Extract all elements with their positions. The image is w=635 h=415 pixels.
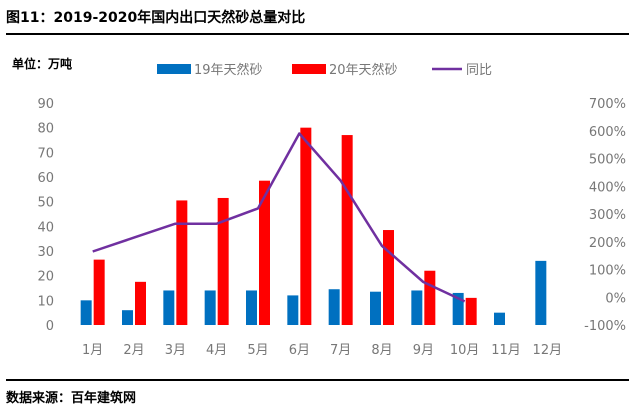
x-axis-tick-label: 1月 [82,343,103,358]
x-axis-tick-label: 11月 [491,343,521,358]
x-axis-tick-label: 12月 [533,343,563,358]
x-axis-tick-label: 4月 [206,343,227,358]
unit-label: 单位：万吨 [12,57,73,71]
x-axis-tick-label: 8月 [371,343,392,358]
legend-swatch-2019 [157,64,191,74]
x-axis-tick-label: 2月 [123,343,144,358]
bar-2019 [287,295,299,325]
left-axis-tick-label: 30 [37,245,54,260]
bar-2019 [163,290,175,325]
bar-2019 [246,290,257,325]
left-axis-tick-label: 70 [37,146,54,161]
x-axis-tick-label: 6月 [289,343,310,358]
x-axis-tick-label: 9月 [413,343,434,358]
bar-2019 [80,300,92,325]
source-note: 数据来源：百年建筑网 [6,391,137,406]
bar-2020 [383,230,394,325]
yoy-line [92,132,466,303]
bar-2019 [122,310,133,325]
bar-2020 [341,135,353,325]
bar-2019 [328,289,340,325]
left-axis-tick-label: 20 [37,270,54,285]
right-axis-tick-label: 400% [589,180,626,195]
right-axis-tick-label: 300% [589,208,626,223]
x-axis-tick-label: 10月 [450,343,480,358]
left-axis-tick-label: 10 [37,294,54,309]
bar-2020 [424,270,436,325]
bar-2019 [452,292,464,325]
bar-2019 [535,260,547,325]
right-axis-tick-label: 700% [589,97,626,112]
left-axis-tick-label: 60 [37,171,54,186]
title-divider [6,33,629,35]
legend-label-2020: 20年天然砂 [329,62,398,78]
bar-2020 [176,200,188,325]
right-axis-tick-label: 500% [589,153,626,168]
legend-label-yoy: 同比 [466,63,492,78]
x-axis-tick-label: 3月 [165,343,186,358]
bar-2020 [93,259,105,325]
legend-label-2019: 19年天然砂 [194,62,263,78]
left-axis-tick-label: 90 [37,97,54,112]
bar-2020 [135,281,146,325]
right-axis-tick-label: 600% [589,125,626,140]
left-axis-tick-label: 40 [37,220,54,235]
bar-2020 [217,197,229,325]
left-axis-tick-label: 80 [37,122,54,137]
x-axis-tick-label: 7月 [330,343,351,358]
bar-2020 [465,297,477,325]
right-axis-tick-label: 100% [589,264,626,279]
left-axis-tick-label: 0 [46,319,54,334]
right-axis-tick-label: 0% [605,291,626,306]
legend-swatch-2020 [292,64,326,74]
bar-2019 [370,291,381,325]
bar-2019 [204,290,216,325]
footer-divider [6,379,629,381]
bar-2019 [411,290,423,325]
bar-2019 [494,312,505,325]
left-axis-tick-label: 50 [37,196,54,211]
chart-title: 图11：2019-2020年国内出口天然砂总量对比 [6,10,306,26]
right-axis-tick-label: -100% [584,319,626,334]
x-axis-tick-label: 5月 [247,343,268,358]
bar-2020 [259,180,270,325]
right-axis-tick-label: 200% [589,236,626,251]
bar-2020 [300,127,312,326]
